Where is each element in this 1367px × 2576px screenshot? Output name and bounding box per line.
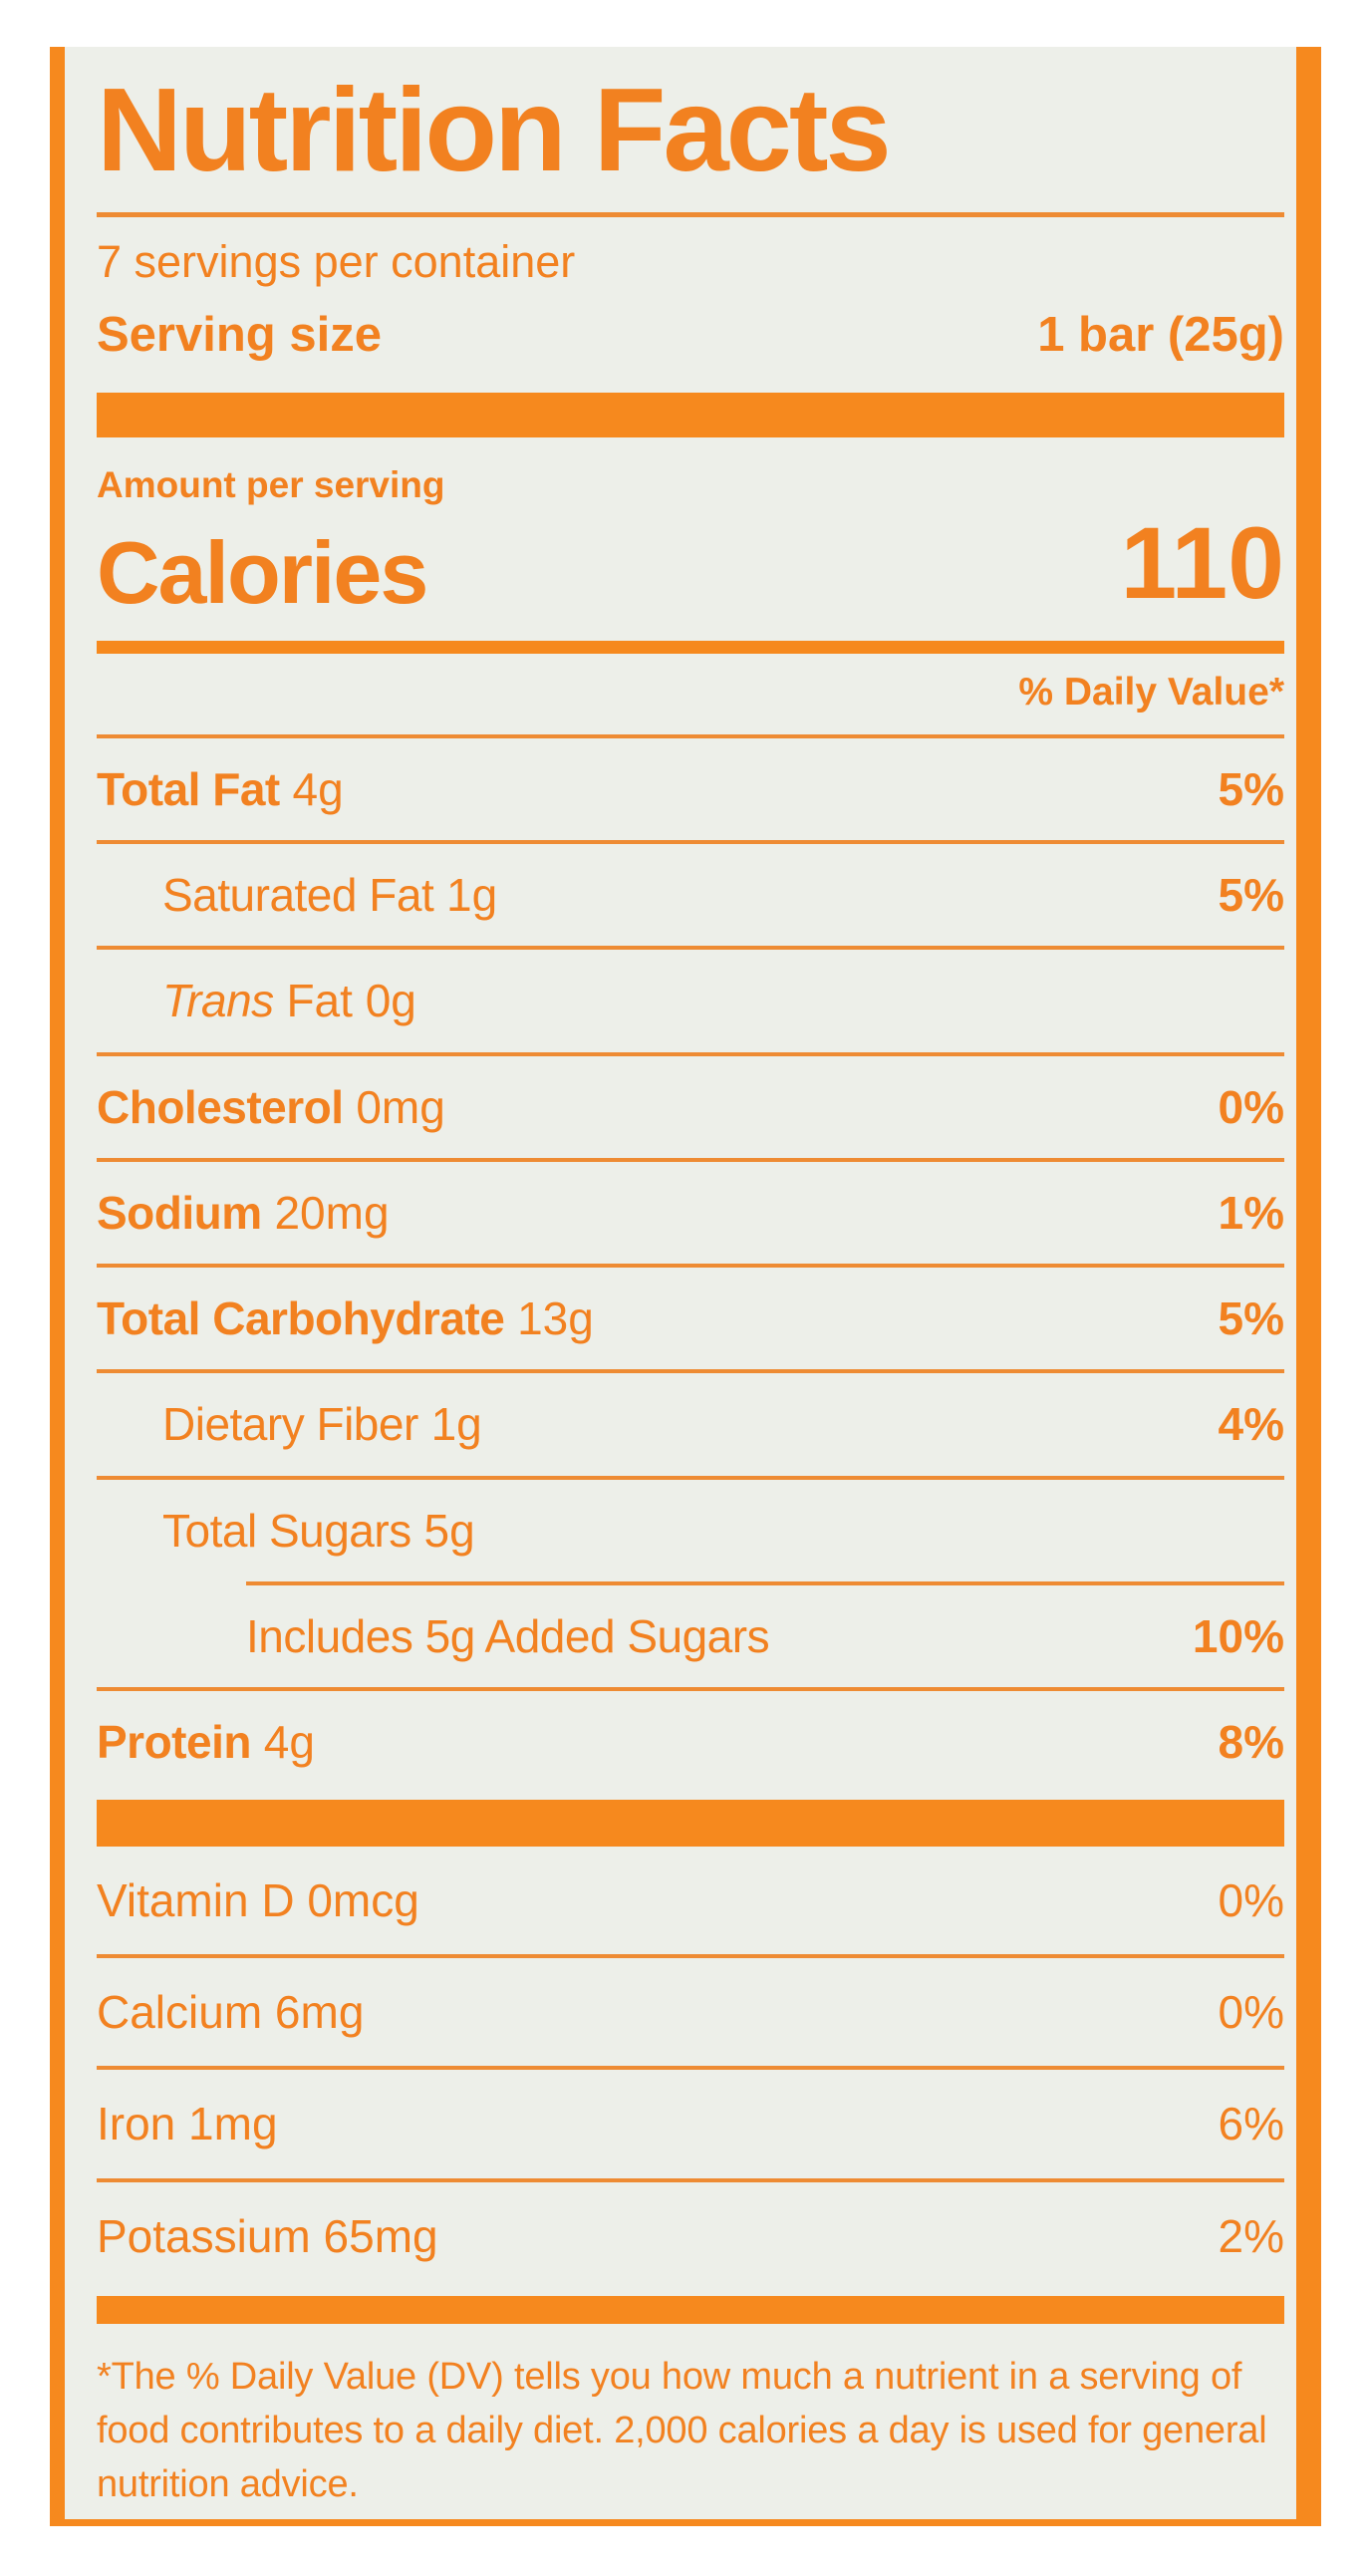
serving-size-value: 1 bar (25g) — [1037, 307, 1284, 362]
calories-value: 110 — [1120, 506, 1284, 621]
nutrient-dv: 0% — [1218, 1080, 1284, 1133]
daily-value-header: % Daily Value* — [1018, 670, 1284, 714]
nutrient-name: Total Fat — [97, 762, 280, 815]
nutrient-name: Total Sugars — [162, 1504, 411, 1557]
panel-title: Nutrition Facts — [97, 64, 892, 196]
nutrient-row-total-fat: Total Fat 4g 5% — [97, 733, 1284, 840]
nutrient-row-cholesterol: Cholesterol 0mg 0% — [97, 1051, 1284, 1158]
section-bar-top — [97, 392, 1284, 437]
nutrient-dv: 5% — [1218, 1292, 1284, 1345]
vitamin-dv: 6% — [1218, 2098, 1284, 2150]
section-bar-vitamins — [97, 1799, 1284, 1847]
serving-size-label: Serving size — [97, 307, 382, 362]
nutrient-name: Dietary Fiber — [162, 1398, 418, 1451]
nutrient-name: Sodium — [97, 1186, 262, 1239]
amount-per-serving-label: Amount per serving — [97, 463, 445, 505]
nutrient-name: Includes 5g Added Sugars — [246, 1610, 770, 1663]
calories-row: Calories 110 — [97, 505, 1284, 622]
vitamin-name: Calcium 6mg — [97, 1985, 365, 2038]
vitamin-dv: 0% — [1218, 1985, 1284, 2038]
nutrient-row-saturated-fat: Saturated Fat 1g 5% — [97, 839, 1284, 946]
nutrient-name: Cholesterol — [97, 1080, 344, 1133]
daily-value-footnote: *The % Daily Value (DV) tells you how mu… — [97, 2355, 1267, 2506]
vitamin-row-vitamin-d: Vitamin D 0mcg 0% — [97, 1847, 1284, 1954]
nutrient-row-sodium: Sodium 20mg 1% — [97, 1157, 1284, 1264]
calories-divider — [97, 640, 1284, 654]
nutrient-dv: 4% — [1218, 1398, 1284, 1451]
nutrient-dv: 5% — [1218, 868, 1284, 921]
nutrient-dv: 5% — [1218, 762, 1284, 815]
nutrient-name: Total Carbohydrate — [97, 1292, 505, 1345]
nutrient-amount: 4g — [263, 1716, 315, 1769]
vitamin-dv: 0% — [1218, 1873, 1284, 1926]
nutrient-amount: Fat 0g — [286, 975, 416, 1027]
nutrient-dv: 10% — [1192, 1610, 1284, 1663]
calories-label: Calories — [97, 522, 428, 622]
nutrient-row-dietary-fiber: Dietary Fiber 1g 4% — [97, 1369, 1284, 1475]
vitamin-row-potassium: Potassium 65mg 2% — [97, 2177, 1284, 2290]
nutrient-amount: 1g — [446, 868, 498, 921]
vitamin-name: Potassium 65mg — [97, 2209, 438, 2262]
vitamin-name: Vitamin D 0mcg — [97, 1873, 419, 1926]
servings-per-container: 7 servings per container — [97, 236, 576, 288]
nutrient-amount: 4g — [292, 762, 344, 815]
nutrient-name: Protein — [97, 1716, 251, 1769]
nutrition-facts-panel: Nutrition Facts 7 servings per container… — [50, 47, 1321, 2526]
nutrient-row-total-carbohydrate: Total Carbohydrate 13g 5% — [97, 1264, 1284, 1369]
nutrient-name: Trans — [162, 975, 274, 1027]
nutrient-row-protein: Protein 4g 8% — [97, 1687, 1284, 1793]
vitamin-dv: 2% — [1218, 2209, 1284, 2262]
nutrient-row-added-sugars: Includes 5g Added Sugars 10% — [246, 1581, 1284, 1687]
nutrient-amount: 1g — [430, 1398, 482, 1451]
nutrient-amount: 13g — [517, 1292, 594, 1345]
vitamin-row-iron: Iron 1mg 6% — [97, 2066, 1284, 2177]
serving-size-row: Serving size 1 bar (25g) — [97, 307, 1284, 363]
nutrient-dv: 1% — [1218, 1186, 1284, 1239]
nutrient-amount: 20mg — [274, 1186, 390, 1239]
vitamin-name: Iron 1mg — [97, 2098, 278, 2150]
nutrient-row-total-sugars: Total Sugars 5g — [97, 1475, 1284, 1581]
vitamin-row-calcium: Calcium 6mg 0% — [97, 1953, 1284, 2066]
nutrient-row-trans-fat: Trans Fat 0g — [97, 946, 1284, 1051]
nutrient-amount: 0mg — [356, 1080, 445, 1133]
nutrient-name: Saturated Fat — [162, 868, 434, 921]
nutrient-dv: 8% — [1218, 1716, 1284, 1769]
nutrient-amount: 5g — [423, 1504, 475, 1557]
section-bar-footnote — [97, 2295, 1284, 2324]
title-divider — [97, 212, 1284, 218]
